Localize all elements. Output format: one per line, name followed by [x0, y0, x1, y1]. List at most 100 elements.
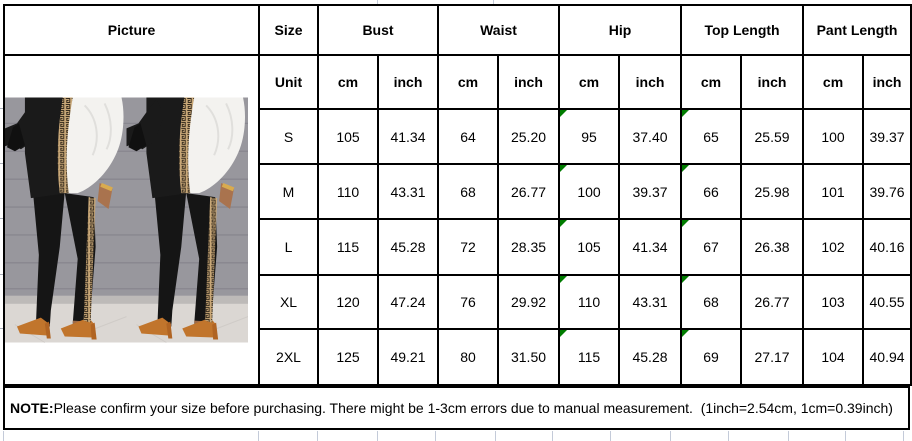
grid-line: [0, 163, 3, 164]
green-corner-flag-icon: [683, 166, 690, 172]
grid-line: [670, 431, 671, 441]
hip-cm-unit: cm: [558, 54, 621, 110]
top-cm-unit: cm: [680, 54, 743, 110]
top-inch-cell: 26.77: [740, 274, 805, 330]
bust-cm-cell: 110: [317, 163, 379, 220]
top-cm-cell: 66: [680, 163, 743, 220]
pant-cm-cell: 104: [802, 328, 865, 386]
hip-cm-value: 110: [577, 294, 601, 310]
top-cm-value: 68: [703, 294, 719, 310]
green-corner-flag-icon: [561, 166, 568, 172]
bust-inch-cell: 47.24: [377, 274, 439, 330]
pant-cm-cell: 100: [802, 108, 865, 165]
size-cell: XL: [258, 274, 319, 330]
waist-cm-cell: 76: [437, 274, 499, 330]
waist-cm-unit: cm: [437, 54, 499, 110]
grid-line: [495, 431, 496, 441]
bust-header: Bust: [317, 4, 439, 56]
grid-line: [788, 431, 789, 441]
pant-inch-cell: 39.37: [862, 108, 912, 165]
green-corner-flag-icon: [561, 221, 568, 227]
hip-inch-cell: 37.40: [618, 108, 683, 165]
waist-cm-cell: 72: [437, 218, 499, 276]
top-cm-value: 66: [703, 183, 719, 200]
pant-cm-cell: 103: [802, 274, 865, 330]
product-picture-cell: [3, 54, 260, 386]
bust-inch-unit: inch: [377, 54, 439, 110]
hip-cm-value: 95: [581, 128, 597, 145]
size-header: Size: [258, 4, 319, 56]
hip-inch-cell: 41.34: [618, 218, 683, 276]
grid-line: [3, 431, 4, 441]
grid-line: [552, 431, 553, 441]
green-corner-flag-icon: [683, 331, 690, 337]
product-photo: [6, 97, 248, 343]
pant-inch-cell: 40.94: [862, 328, 912, 386]
bust-inch-cell: 45.28: [377, 218, 439, 276]
green-corner-flag-icon: [561, 331, 568, 337]
bust-inch-cell: 43.31: [377, 163, 439, 220]
grid-line: [845, 431, 846, 441]
size-cell: 2XL: [258, 328, 319, 386]
hip-cm-cell: 105: [558, 218, 621, 276]
size-row-s: S 105 41.34 64 25.20 95 37.40 65 25.59 1…: [4, 108, 912, 165]
top-cm-cell: 68: [680, 274, 743, 330]
hip-cm-value: 100: [577, 183, 601, 200]
size-cell: L: [258, 218, 319, 276]
top-cm-cell: 67: [680, 218, 743, 276]
hip-cm-cell: 110: [558, 274, 621, 330]
waist-inch-cell: 31.50: [496, 328, 561, 386]
hip-cm-value: 115: [577, 349, 601, 365]
waist-inch-cell: 29.92: [496, 274, 561, 330]
pant-inch-unit: inch: [862, 54, 912, 110]
waist-cm-cell: 68: [437, 163, 499, 220]
unit-label-cell: Unit: [258, 54, 319, 110]
hip-cm-cell: 95: [558, 108, 621, 165]
waist-cm-cell: 64: [437, 108, 499, 165]
bust-inch-cell: 41.34: [377, 108, 439, 165]
green-corner-flag-icon: [683, 277, 690, 283]
waist-cm-cell: 80: [437, 328, 499, 386]
top-inch-cell: 27.17: [740, 328, 805, 386]
bust-cm-cell: 120: [317, 274, 379, 330]
hip-cm-cell: 115: [558, 328, 621, 386]
size-chart-table: Picture Size Bust Waist Hip Top Length P…: [3, 4, 912, 386]
pant-length-header: Pant Length: [802, 4, 912, 56]
top-length-header: Top Length: [680, 4, 805, 56]
top-cm-cell: 65: [680, 108, 743, 165]
pant-inch-cell: 40.16: [862, 218, 912, 276]
bust-cm-unit: cm: [317, 54, 379, 110]
grid-line: [493, 0, 494, 4]
bust-cm-cell: 125: [317, 328, 379, 386]
picture-header: Picture: [3, 4, 260, 56]
waist-inch-cell: 25.20: [496, 108, 561, 165]
size-row-l: L 115 45.28 72 28.35 105 41.34 67 26.38 …: [4, 218, 912, 276]
grid-line: [317, 431, 318, 441]
top-cm-cell: 69: [680, 328, 743, 386]
pant-cm-unit: cm: [802, 54, 865, 110]
green-corner-flag-icon: [683, 221, 690, 227]
size-row-2xl: 2XL 125 49.21 80 31.50 115 45.28 69 27.1…: [4, 328, 912, 386]
hip-header: Hip: [558, 4, 683, 56]
size-cell: S: [258, 108, 319, 165]
grid-line: [0, 274, 3, 275]
grid-line: [377, 0, 378, 4]
grid-line: [0, 108, 3, 109]
top-inch-cell: 26.38: [740, 218, 805, 276]
grid-line: [0, 328, 3, 329]
hip-inch-unit: inch: [618, 54, 683, 110]
note-text: Please confirm your size before purchasi…: [53, 400, 893, 416]
size-cell: M: [258, 163, 319, 220]
pant-inch-cell: 39.76: [862, 163, 912, 220]
waist-inch-unit: inch: [496, 54, 561, 110]
pant-inch-cell: 40.55: [862, 274, 912, 330]
grid-line: [903, 431, 904, 441]
bust-inch-cell: 49.21: [377, 328, 439, 386]
hip-inch-cell: 39.37: [618, 163, 683, 220]
unit-row: Unit cm inch cm inch cm inch cm inch cm …: [3, 54, 912, 386]
pant-cm-cell: 101: [802, 163, 865, 220]
grid-line: [728, 431, 729, 441]
top-inch-unit: inch: [740, 54, 805, 110]
green-corner-flag-icon: [561, 277, 568, 283]
